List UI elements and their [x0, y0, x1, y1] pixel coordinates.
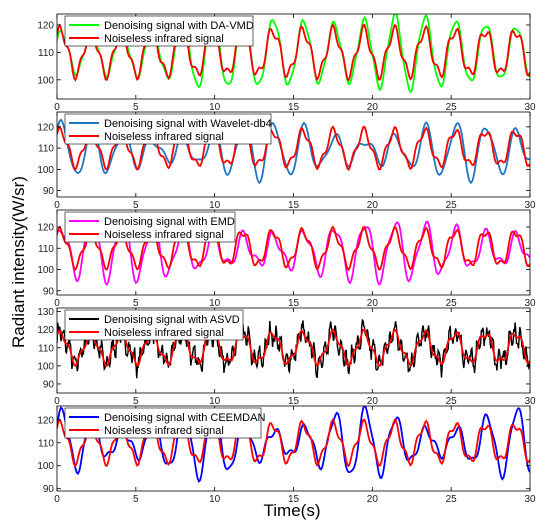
legend-label: Denoising signal with ASVD	[104, 314, 240, 326]
x-tick-label: 0	[54, 200, 60, 211]
y-tick-label: 100	[37, 461, 54, 472]
x-tick-label: 10	[209, 494, 221, 505]
panel-5: 0 5 10 15 20 25 30 90 100 110 120 Denoising signal …	[37, 405, 536, 505]
x-tick-label: 20	[367, 102, 379, 113]
x-tick-label: 10	[209, 200, 221, 211]
y-tick-label: 100	[37, 165, 54, 176]
legend-box	[64, 15, 254, 47]
y-tick-label: 110	[38, 144, 54, 155]
panel-2: 0 5 10 15 20 25 30 90 100 110 120 Denoising signal …	[37, 111, 536, 211]
x-tick-label: 25	[446, 396, 458, 407]
y-tick-label: 100	[37, 75, 54, 86]
legend-label: Noiseless infrared signal	[104, 131, 224, 143]
y-tick-label: 120	[37, 223, 54, 234]
legend-box	[64, 113, 272, 145]
legend-label: Denoising signal with EMD	[104, 216, 235, 228]
x-tick-label: 25	[446, 494, 458, 505]
x-tick-label: 0	[54, 298, 60, 309]
x-tick-label: 15	[288, 396, 300, 407]
y-tick-label: 130	[37, 307, 54, 318]
x-tick-label: 25	[446, 298, 458, 309]
reference-series-line	[57, 125, 530, 172]
x-axis-title: Time(s)	[264, 501, 321, 520]
x-tick-label: 20	[367, 200, 379, 211]
x-tick-label: 25	[446, 200, 458, 211]
panel-4: 0 5 10 15 20 25 30 90 100 110 120 130 Denoising sign…	[37, 307, 536, 407]
y-tick-label: 110	[38, 343, 54, 354]
x-tick-label: 10	[209, 102, 221, 113]
x-tick-label: 15	[288, 102, 300, 113]
legend-label: Denoising signal with CEEMDAN	[104, 412, 265, 424]
legend-box	[64, 407, 262, 439]
x-tick-label: 5	[133, 396, 139, 407]
legend: Denoising signal with Wavelet-db4Noisele…	[64, 113, 272, 145]
x-tick-label: 5	[133, 200, 139, 211]
reference-series-line	[57, 418, 530, 468]
legend-label: Noiseless infrared signal	[104, 33, 224, 45]
y-tick-label: 120	[37, 20, 54, 31]
x-tick-label: 30	[524, 102, 536, 113]
y-tick-label: 110	[38, 438, 54, 449]
legend-label: Noiseless infrared signal	[104, 425, 224, 437]
emd-series-line	[57, 219, 530, 287]
y-tick-label: 90	[43, 186, 55, 197]
x-tick-label: 20	[367, 396, 379, 407]
x-tick-label: 5	[133, 494, 139, 505]
reference-series-line	[57, 328, 530, 368]
x-tick-label: 30	[524, 298, 536, 309]
legend-label: Noiseless infrared signal	[104, 327, 224, 339]
x-tick-label: 20	[367, 298, 379, 309]
y-tick-label: 110	[38, 48, 54, 59]
legend-label: Denoising signal with Wavelet-db4	[104, 118, 272, 130]
y-tick-label: 90	[43, 379, 55, 390]
y-tick-label: 110	[38, 244, 54, 255]
x-tick-label: 0	[54, 494, 60, 505]
y-tick-label: 100	[37, 265, 54, 276]
x-tick-label: 30	[524, 396, 536, 407]
y-tick-label: 100	[37, 361, 54, 372]
legend-box	[64, 211, 236, 243]
y-tick-label: 90	[43, 286, 55, 297]
x-tick-label: 15	[288, 494, 300, 505]
x-tick-label: 10	[209, 298, 221, 309]
y-tick-label: 120	[37, 415, 54, 426]
x-tick-label: 10	[209, 396, 221, 407]
panel-1: 0 5 10 15 20 25 30 100 110 120 Denoising signal wi…	[37, 13, 536, 113]
x-tick-label: 20	[367, 494, 379, 505]
legend-label: Denoising signal with DA-VMD	[104, 20, 254, 32]
x-tick-label: 30	[524, 494, 536, 505]
reference-series-line	[57, 23, 530, 82]
y-tick-label: 90	[43, 484, 55, 495]
panel-3: 0 5 10 15 20 25 30 90 100 110 120 Denoising signal …	[37, 209, 536, 309]
x-tick-label: 5	[133, 298, 139, 309]
y-tick-label: 120	[37, 325, 54, 336]
x-tick-label: 25	[446, 102, 458, 113]
reference-series-line	[57, 225, 530, 272]
x-tick-label: 5	[133, 102, 139, 113]
x-tick-label: 0	[54, 102, 60, 113]
y-axis-title: Radiant intensity(W/sr)	[9, 176, 28, 348]
legend-label: Noiseless infrared signal	[104, 229, 224, 241]
x-tick-label: 30	[524, 200, 536, 211]
x-tick-label: 15	[288, 200, 300, 211]
y-tick-label: 120	[37, 122, 54, 133]
x-tick-label: 15	[288, 298, 300, 309]
legend-box	[64, 309, 244, 341]
x-tick-label: 0	[54, 396, 60, 407]
